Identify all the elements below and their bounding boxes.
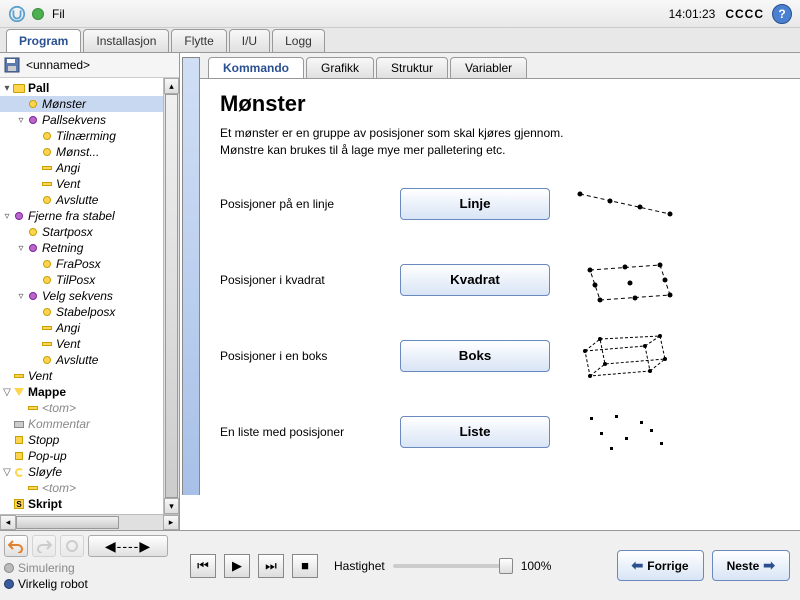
tree-row[interactable]: Mønster — [0, 96, 163, 112]
status-dot-icon — [32, 8, 44, 20]
pattern-label: Posisjoner i en boks — [220, 349, 400, 363]
stop-button[interactable]: ■ — [292, 554, 318, 578]
pattern-label: Posisjoner i kvadrat — [220, 273, 400, 287]
step-nav[interactable]: ◀----▶ — [88, 535, 168, 557]
tree-row[interactable]: ▽Mappe — [0, 384, 163, 400]
pattern-label: Posisjoner på en linje — [220, 197, 400, 211]
pattern-row: Posisjoner på en linjeLinje — [220, 179, 780, 229]
speed-slider[interactable] — [393, 564, 513, 568]
floppy-icon[interactable] — [4, 57, 20, 73]
pattern-label: En liste med posisjoner — [220, 425, 400, 439]
tree-row[interactable]: Kommentar — [0, 416, 163, 432]
tree-row[interactable]: ▿Velg sekvens — [0, 288, 163, 304]
tree-row[interactable]: Avslutte — [0, 352, 163, 368]
tree-row[interactable]: ▿Retning — [0, 240, 163, 256]
tree-row[interactable]: Angi — [0, 320, 163, 336]
main-tab-i/u[interactable]: I/U — [229, 29, 270, 52]
bottom-bar: ◀----▶ Simulering Virkelig robot ⏮ ▶ ⏭ ■… — [0, 530, 800, 600]
help-button[interactable]: ? — [772, 4, 792, 24]
real-radio[interactable] — [4, 579, 14, 589]
file-name: <unnamed> — [26, 58, 90, 72]
forward-button[interactable]: ⏭ — [258, 554, 284, 578]
tree-row[interactable]: Angi — [0, 160, 163, 176]
tree-row[interactable]: ▿Pallsekvens — [0, 112, 163, 128]
pattern-shape-icon — [570, 179, 690, 229]
file-header: <unnamed> — [0, 53, 179, 78]
play-button[interactable]: ▶ — [224, 554, 250, 578]
pattern-button-linje[interactable]: Linje — [400, 188, 550, 220]
tree-row[interactable]: Avslutte — [0, 192, 163, 208]
rewind-button[interactable]: ⏮ — [190, 554, 216, 578]
next-button[interactable]: Neste➡ — [712, 550, 790, 581]
tree-row[interactable]: <tom> — [0, 480, 163, 496]
right-panel: KommandoGrafikkStrukturVariabler Mønster… — [180, 53, 800, 530]
left-panel: <unnamed> ▾PallMønster▿PallsekvensTilnær… — [0, 53, 180, 530]
file-menu[interactable]: Fil — [52, 7, 65, 21]
content-area: Mønster Et mønster er en gruppe av posis… — [200, 79, 800, 495]
tree-row[interactable]: Vent — [0, 336, 163, 352]
tree-row[interactable]: Stopp — [0, 432, 163, 448]
pattern-row: Posisjoner i kvadratKvadrat — [220, 255, 780, 305]
workspace: <unnamed> ▾PallMønster▿PallsekvensTilnær… — [0, 52, 800, 530]
status-code: CCCC — [725, 7, 764, 21]
program-tree[interactable]: ▾PallMønster▿PallsekvensTilnærmingMønst.… — [0, 78, 163, 514]
ur-logo-icon — [8, 5, 26, 23]
main-tab-logg[interactable]: Logg — [272, 29, 325, 52]
tree-scrollbar[interactable]: ▴ ▾ — [163, 78, 179, 514]
pattern-row: En liste med posisjonerListe — [220, 407, 780, 457]
sub-tab-kommando[interactable]: Kommando — [208, 57, 304, 78]
pattern-button-kvadrat[interactable]: Kvadrat — [400, 264, 550, 296]
tree-row[interactable]: Startposx — [0, 224, 163, 240]
prev-button[interactable]: ⬅Forrige — [617, 550, 704, 581]
main-tabs: ProgramInstallasjonFlytteI/ULogg — [0, 28, 800, 52]
target-button[interactable] — [60, 535, 84, 557]
tree-hscroll[interactable]: ◂▸ — [0, 514, 179, 530]
sub-tab-variabler[interactable]: Variabler — [450, 57, 527, 78]
tree-row[interactable]: ▿Fjerne fra stabel — [0, 208, 163, 224]
tree-row[interactable]: Tilnærming — [0, 128, 163, 144]
tree-row[interactable]: <tom> — [0, 400, 163, 416]
tree-row[interactable]: ▽Sløyfe — [0, 464, 163, 480]
tree-row[interactable]: FraPosx — [0, 256, 163, 272]
sub-tab-struktur[interactable]: Struktur — [376, 57, 448, 78]
pattern-shape-icon — [570, 331, 690, 381]
tree-row[interactable]: TilPosx — [0, 272, 163, 288]
pattern-shape-icon — [570, 407, 690, 457]
pattern-button-liste[interactable]: Liste — [400, 416, 550, 448]
real-label: Virkelig robot — [18, 577, 88, 591]
main-tab-installasjon[interactable]: Installasjon — [83, 29, 169, 52]
top-bar: Fil 14:01:23 CCCC ? — [0, 0, 800, 28]
redo-button[interactable] — [32, 535, 56, 557]
sub-tabs: KommandoGrafikkStrukturVariabler — [200, 53, 800, 79]
main-tab-program[interactable]: Program — [6, 29, 81, 52]
tree-row[interactable]: SSkript — [0, 496, 163, 512]
sim-label: Simulering — [18, 561, 75, 575]
tree-row[interactable]: Stabelposx — [0, 304, 163, 320]
bottom-right: ⏮ ▶ ⏭ ■ Hastighet 100% ⬅Forrige Neste➡ — [180, 531, 800, 600]
tree-row[interactable]: Vent — [0, 176, 163, 192]
bottom-left: ◀----▶ Simulering Virkelig robot — [0, 531, 180, 600]
sub-tab-grafikk[interactable]: Grafikk — [306, 57, 374, 78]
undo-button[interactable] — [4, 535, 28, 557]
content-desc: Et mønster er en gruppe av posisjoner so… — [220, 125, 780, 159]
content-title: Mønster — [220, 91, 780, 117]
speed-label: Hastighet — [334, 559, 385, 573]
tree-row[interactable]: Pop-up — [0, 448, 163, 464]
tree-row[interactable]: Mønst... — [0, 144, 163, 160]
vertical-handle[interactable] — [182, 57, 200, 495]
tree-row[interactable]: ▾Pall — [0, 80, 163, 96]
pattern-button-boks[interactable]: Boks — [400, 340, 550, 372]
tree-row[interactable]: Vent — [0, 368, 163, 384]
pattern-shape-icon — [570, 255, 690, 305]
main-tab-flytte[interactable]: Flytte — [171, 29, 226, 52]
pattern-row: Posisjoner i en boksBoks — [220, 331, 780, 381]
clock: 14:01:23 — [669, 7, 716, 21]
sim-radio[interactable] — [4, 563, 14, 573]
speed-value: 100% — [521, 559, 552, 573]
